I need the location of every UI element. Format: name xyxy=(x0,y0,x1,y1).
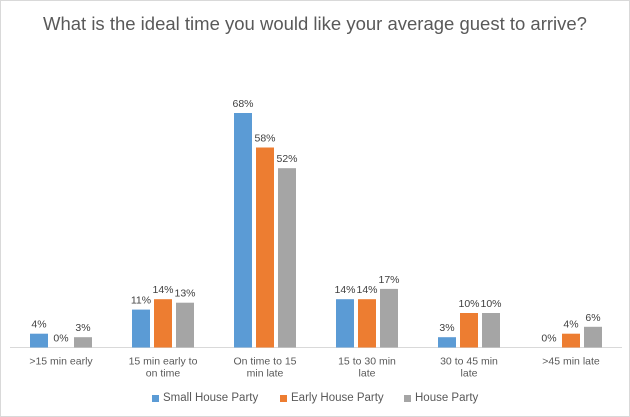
category-label: >45 min late xyxy=(542,356,600,368)
data-label: 14% xyxy=(334,284,355,296)
legend-label: Early House Party xyxy=(291,392,384,404)
data-label: 52% xyxy=(276,153,297,165)
bar xyxy=(584,326,602,348)
data-label: 68% xyxy=(232,98,253,110)
bar xyxy=(132,309,150,348)
bar xyxy=(30,333,48,348)
data-label: 4% xyxy=(563,319,578,331)
data-label: 10% xyxy=(458,298,479,310)
category-label: on time xyxy=(146,368,181,380)
category-label: late xyxy=(359,368,376,380)
data-label: 13% xyxy=(174,288,195,300)
chart-title: What is the ideal time you would like yo… xyxy=(43,13,587,34)
chart-legend: Small House Party Early House Party House … xyxy=(0,390,630,406)
bar xyxy=(154,299,172,348)
category-label: 30 to 45 min xyxy=(440,356,498,368)
data-label: 0% xyxy=(541,333,556,345)
bar xyxy=(482,313,500,348)
data-label: 17% xyxy=(378,274,399,286)
bar xyxy=(278,168,296,348)
data-label: 58% xyxy=(254,133,275,145)
legend-label: Small House Party xyxy=(163,392,259,404)
data-label: 14% xyxy=(152,284,173,296)
category-label: >15 min early xyxy=(29,356,93,368)
data-label: 3% xyxy=(75,322,90,334)
data-label: 4% xyxy=(31,319,46,331)
category-label: 15 to 30 min xyxy=(338,356,396,368)
bar xyxy=(74,337,92,348)
bar xyxy=(562,333,580,348)
data-label: 6% xyxy=(585,312,600,324)
legend-label: House Party xyxy=(415,392,479,404)
data-label: 10% xyxy=(480,298,501,310)
bar xyxy=(380,288,398,348)
legend-item: House Party xyxy=(404,390,478,406)
legend-swatch xyxy=(152,394,159,402)
data-label: 11% xyxy=(131,295,151,307)
legend-item: Early House Party xyxy=(280,390,384,406)
bar xyxy=(460,313,478,348)
bar xyxy=(336,299,354,348)
category-label: On time to 15 xyxy=(233,356,296,368)
bar xyxy=(256,147,274,348)
bar xyxy=(438,337,456,348)
bar xyxy=(176,302,194,348)
legend-item: Small House Party xyxy=(152,390,258,406)
data-label: 3% xyxy=(439,322,454,334)
legend-swatch xyxy=(404,394,411,402)
category-label: late xyxy=(461,368,478,380)
data-label: 14% xyxy=(356,284,377,296)
bar xyxy=(358,299,376,348)
legend-swatch xyxy=(280,394,287,402)
category-label: min late xyxy=(247,368,284,380)
category-label: 15 min early to xyxy=(129,356,198,368)
bar xyxy=(234,113,252,348)
data-label: 0% xyxy=(53,333,68,345)
